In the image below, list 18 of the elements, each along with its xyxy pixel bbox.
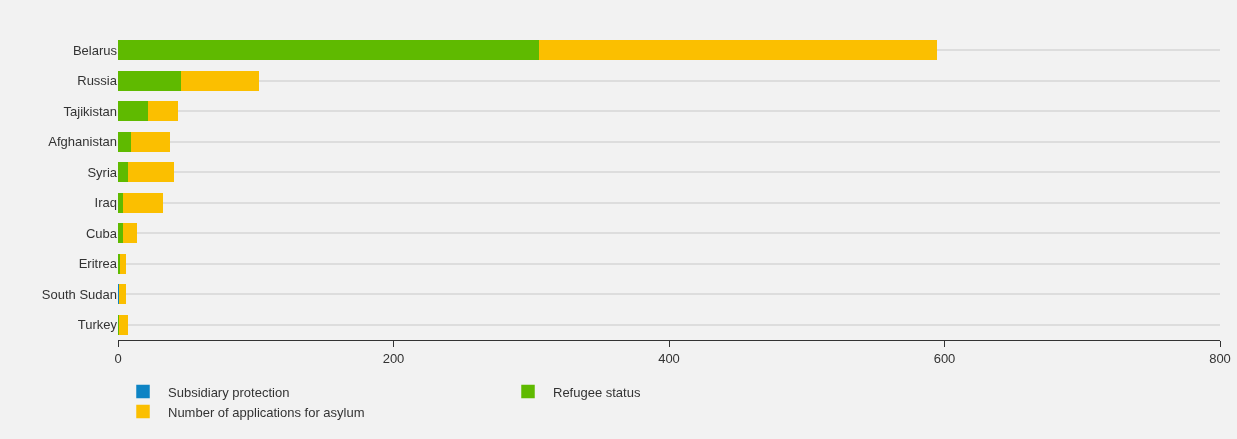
x-tick-label: 600 bbox=[933, 350, 956, 366]
legend-label: Subsidiary protection bbox=[168, 384, 290, 400]
y-tick-label: Belarus bbox=[72, 42, 118, 58]
y-tick-label: Cuba bbox=[85, 225, 118, 241]
y-tick-label: Afghanistan bbox=[48, 134, 117, 150]
x-tick-label: 0 bbox=[114, 350, 122, 366]
x-tick-label: 200 bbox=[382, 350, 405, 366]
legend-label: Number of applications for asylum bbox=[168, 404, 365, 420]
y-tick-label: Syria bbox=[87, 164, 118, 180]
x-tick-label: 400 bbox=[658, 350, 680, 366]
y-tick-label: Tajikistan bbox=[63, 103, 117, 119]
y-tick-label: Russia bbox=[77, 73, 118, 89]
y-tick-label: Eritrea bbox=[78, 256, 118, 272]
y-tick-label: South Sudan bbox=[41, 286, 117, 302]
x-tick-label: 800 bbox=[1209, 350, 1231, 366]
legend-label: Refugee status bbox=[553, 384, 641, 400]
y-tick-label: Turkey bbox=[77, 317, 118, 333]
y-tick-label: Iraq bbox=[94, 195, 117, 211]
